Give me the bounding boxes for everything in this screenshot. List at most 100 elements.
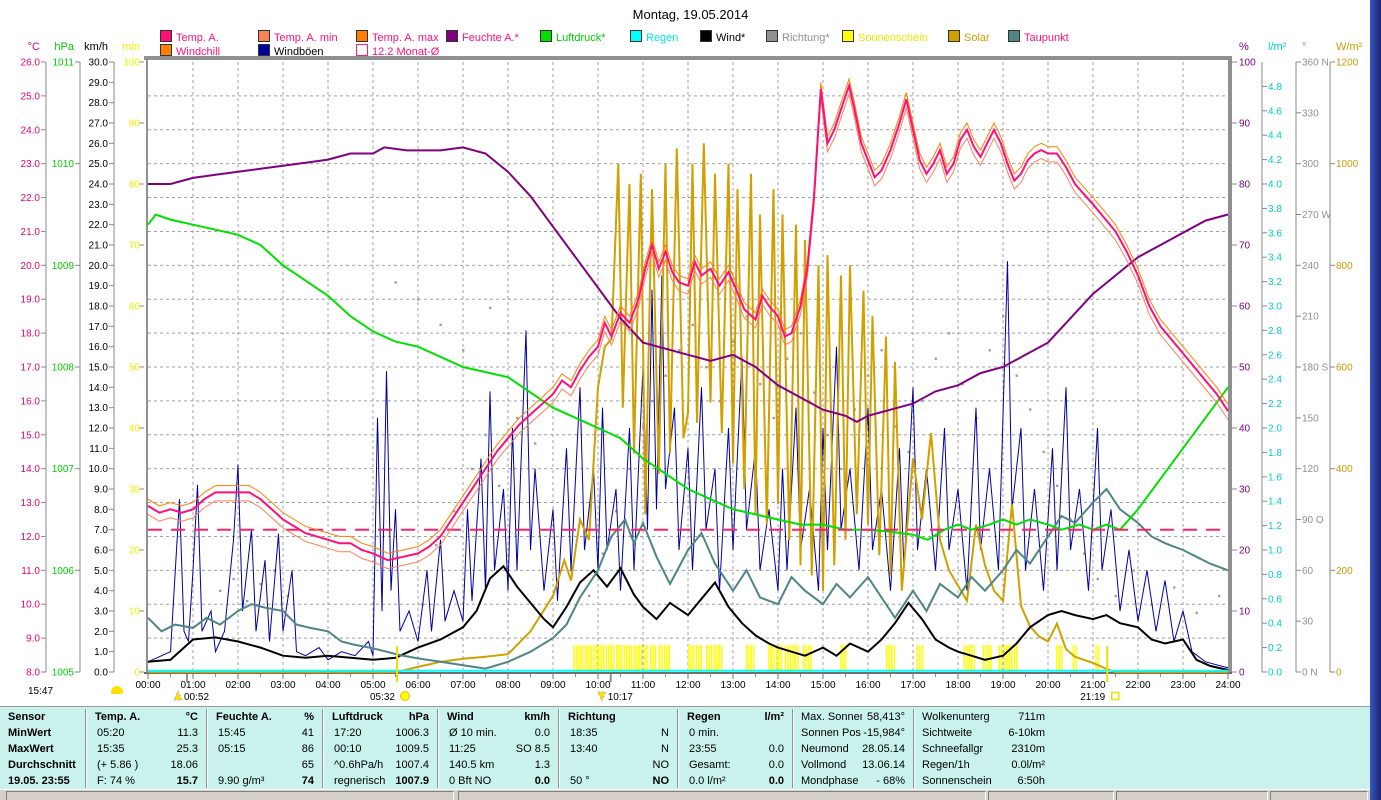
y-axis-tick-label: 16.0 [21, 396, 41, 407]
x-axis-tick-label: 01:00 [180, 680, 205, 691]
y-axis-unit-label: km/h [84, 41, 108, 53]
y-axis-tick-label: 14.0 [21, 464, 41, 475]
sunshine-bar [770, 645, 773, 672]
sunshine-bar [721, 645, 723, 672]
y-axis-tick-label: 18.0 [89, 302, 109, 313]
wind-direction-dot [664, 374, 667, 377]
table-info-value: - 68% [876, 775, 905, 787]
y-axis-tick-label: 3.6 [1268, 228, 1282, 239]
y-axis-tick-label: 20.0 [21, 261, 41, 272]
table-column-title: Feuchte A. [216, 711, 272, 723]
sunshine-bar [708, 645, 710, 672]
sunshine-bar [973, 645, 975, 672]
legend-color-swatch-icon [1008, 30, 1020, 42]
sunshine-bar [1016, 645, 1018, 672]
y-axis-tick-label: 10 [1239, 607, 1251, 618]
sunshine-bar [713, 645, 715, 672]
legend-label: Feuchte A.* [462, 32, 519, 44]
sunshine-bar [963, 645, 965, 672]
y-axis-unit-label: °C [28, 41, 40, 53]
table-info-value: -15,984° [863, 727, 905, 739]
table-column-title: Richtung [568, 711, 616, 723]
sunshine-bar [716, 645, 718, 672]
y-axis-tick-label: 11.0 [89, 444, 108, 455]
y-axis-tick-label: 0.0 [94, 668, 108, 679]
x-axis-tick-label: 09:00 [540, 680, 565, 691]
table-row-label: Sensor [8, 711, 46, 723]
sunshine-bar [693, 645, 695, 672]
table-cell-value: N [661, 743, 669, 755]
y-axis-tick-label: 0 [1239, 668, 1245, 679]
legend-item: Feuchte A.* [446, 30, 519, 44]
table-info-value: 28.05.14 [862, 743, 905, 755]
x-axis-tick-label: 10:00 [585, 680, 610, 691]
legend-item: Regen [630, 30, 678, 44]
table-column-unit: km/h [524, 711, 550, 723]
table-cell-detail: F: 74 % [97, 775, 135, 787]
legend-label: Temp. A. [176, 32, 219, 44]
x-axis-tick-label: 06:00 [405, 680, 430, 691]
sunshine-bar [590, 645, 593, 672]
y-axis-tick-label: 400 [1336, 464, 1353, 475]
wind-direction-dot [1083, 552, 1086, 555]
sunshine-bar [580, 645, 583, 672]
y-axis-tick-label: 6.0 [94, 546, 108, 557]
y-axis-tick-label: 0.2 [1268, 643, 1282, 654]
sunshine-bar [688, 645, 690, 672]
x-axis-line [144, 672, 1232, 674]
wind-direction-dot [840, 467, 843, 471]
wind-direction-dot [453, 510, 456, 513]
series-windb-en [147, 261, 1229, 669]
sunshine-bar [1003, 645, 1005, 672]
wind-direction-dot [988, 349, 991, 352]
wind-direction-dot [1132, 569, 1135, 572]
y-axis-tick-label: 80 [1239, 180, 1251, 191]
y-axis-tick-label: 300 [1302, 159, 1319, 170]
series-feuchte-a- [148, 146, 1229, 424]
wind-direction-dot [948, 332, 951, 335]
y-axis-tick-label: 60 [1239, 302, 1251, 313]
sunshine-bar [575, 645, 578, 672]
wind-direction-dot [601, 552, 604, 555]
table-info-label: Max. Sonnen [801, 711, 862, 723]
y-axis-tick-label: 0 [134, 668, 140, 679]
sunshine-bar [921, 645, 924, 672]
sunshine-bar [695, 645, 697, 672]
y-axis-tick-label: 20 [1239, 546, 1251, 557]
sunshine-bar [605, 645, 607, 672]
sunshine-bar [1075, 645, 1077, 672]
weather-chart: 26.0 25.0 24.0 23.0 22.0 21.0 20.0 19.0 18.0 17.0… [21, 41, 1363, 703]
x-axis-tick-label: 07:00 [450, 680, 475, 691]
y-axis-tick-label: 9.0 [94, 485, 108, 496]
y-axis-tick-label: 21.0 [89, 241, 109, 252]
table-cell-detail: 140.5 km [449, 759, 495, 771]
wind-direction-dot [588, 594, 591, 598]
status-bar-panel [6, 791, 454, 800]
wind-direction-dot [1002, 315, 1005, 318]
table-column-divider [85, 709, 86, 788]
sunshine-bar [658, 645, 661, 672]
moonrise-icon [173, 689, 183, 701]
y-axis-tick-label: 13.0 [21, 498, 41, 509]
wind-direction-dot [880, 349, 883, 352]
sunshine-bar [706, 645, 708, 672]
wind-direction-dot [867, 374, 870, 377]
y-axis-tick-label: 600 [1336, 363, 1353, 374]
legend-label: 12.2 Monat-Ø [372, 46, 440, 58]
table-info-value: 58,413° [866, 711, 905, 723]
table-cell-detail: regnerisch [334, 775, 386, 787]
legend-color-swatch-icon [948, 30, 960, 42]
sunshine-bar [888, 645, 890, 672]
y-axis-tick-label: 24.0 [89, 180, 109, 191]
wind-direction-dot [232, 577, 235, 581]
wind-direction-dot [219, 589, 222, 593]
sunshine-bar [1011, 645, 1013, 672]
sensor-summary-table: Sensor MinWert MaxWert Durchschnitt 19.05. 2… [0, 706, 1370, 790]
y-axis-unit-label: W/m² [1336, 41, 1363, 53]
sunshine-bar [845, 645, 847, 672]
sunshine-bar [748, 645, 750, 672]
x-axis-tick-label: 04:00 [315, 680, 340, 691]
table-row-label: MinWert [8, 727, 52, 739]
table-cell-detail: 15:45 [218, 727, 246, 739]
